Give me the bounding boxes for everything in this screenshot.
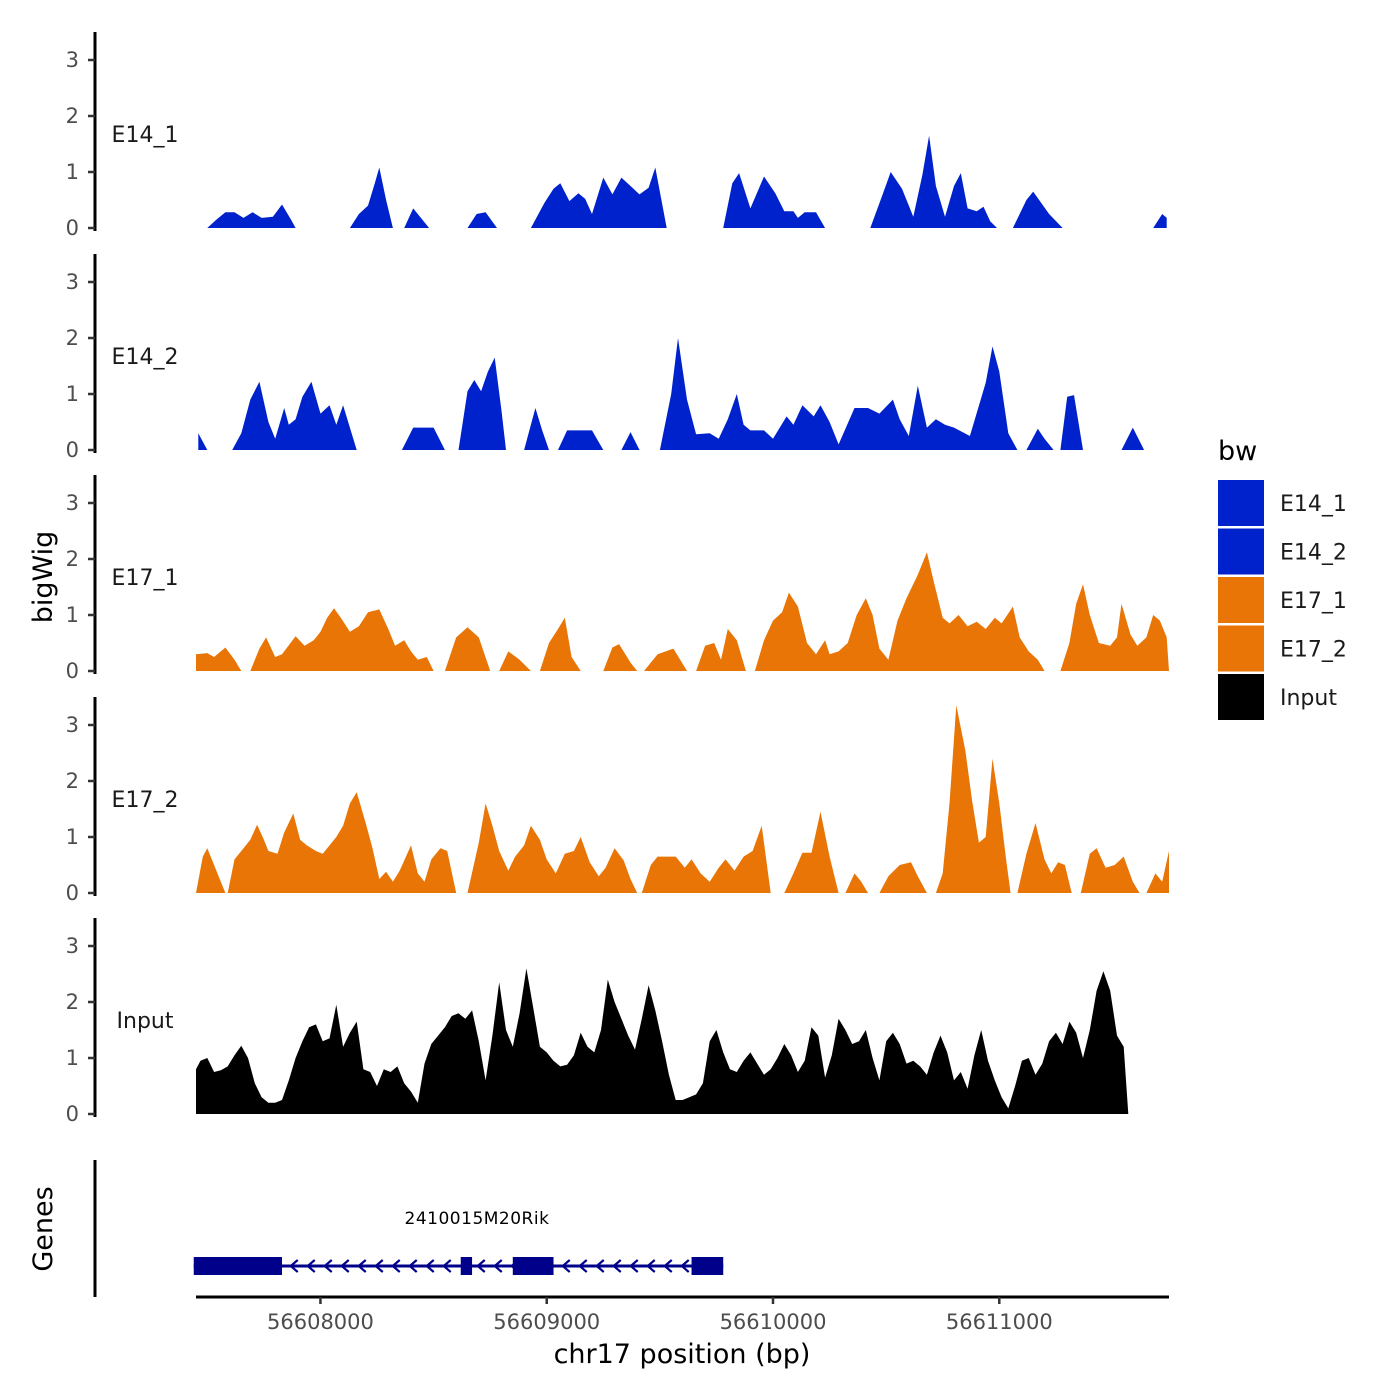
- strand-arrow: [595, 1259, 605, 1273]
- gene-exon: [193, 1257, 282, 1275]
- y-tick-label: 2: [66, 769, 79, 793]
- y-tick-label: 1: [66, 382, 79, 406]
- track-label: E14_1: [112, 123, 179, 148]
- strand-arrow: [374, 1259, 384, 1273]
- y-tick-label: 0: [66, 438, 79, 462]
- legend-label: E14_2: [1280, 541, 1347, 566]
- x-tick-label: 56611000: [946, 1310, 1053, 1334]
- strand-arrow: [425, 1259, 435, 1273]
- genes-panel: 2410015M20Rik: [93, 1160, 724, 1297]
- track-label: E14_2: [112, 345, 179, 370]
- legend-label: E17_2: [1280, 638, 1347, 663]
- x-axis: 56608000 56609000 56610000 56611000: [196, 1295, 1169, 1334]
- legend-key-e14-2: [1218, 528, 1264, 575]
- strand-arrow: [323, 1259, 333, 1273]
- y-tick-label: 1: [66, 1046, 79, 1070]
- y-tick-label: 1: [66, 160, 79, 184]
- track-panel-e17-1: 0 1 2 3 E17_1: [66, 475, 1169, 683]
- track-panel-e14-1: 0 1 2 3 E14_1: [66, 32, 1167, 240]
- legend-key-input: [1218, 674, 1264, 720]
- y-axis-title: bigWig: [28, 531, 59, 624]
- y-tick-label: 1: [66, 603, 79, 627]
- signal-area-e17-1: [196, 552, 1169, 671]
- strand-arrow: [663, 1259, 673, 1273]
- x-tick-label: 56610000: [720, 1310, 827, 1334]
- strand-arrow: [629, 1259, 639, 1273]
- track-panel-e14-2: 0 1 2 3 E14_2: [66, 254, 1145, 462]
- strand-arrow: [578, 1259, 588, 1273]
- signal-area-e14-1: [207, 135, 1167, 228]
- y-tick-label: 3: [66, 713, 79, 737]
- tracks-layer: 0 1 2 3 E14_1 0 1 2 3 E14_2 0 1 2 3 E17_1 0 1 2 3 E17_2 0 1 2 3…: [66, 32, 1169, 1126]
- strand-arrow: [340, 1259, 350, 1273]
- strand-arrow: [408, 1259, 418, 1273]
- strand-arrow: [357, 1259, 367, 1273]
- y-tick-label: 0: [66, 659, 79, 683]
- legend-key-e17-1: [1218, 577, 1264, 623]
- strand-arrow: [289, 1259, 299, 1273]
- gene-exon: [691, 1257, 724, 1275]
- legend-label: Input: [1280, 686, 1337, 711]
- strand-arrow: [646, 1259, 656, 1273]
- y-tick-label: 1: [66, 825, 79, 849]
- legend-key-e14-1: [1218, 480, 1264, 526]
- y-tick-label: 3: [66, 270, 79, 294]
- legend-title: bw: [1218, 436, 1257, 467]
- signal-area-e14-2: [198, 338, 1145, 450]
- track-label: Input: [117, 1009, 174, 1034]
- track-label: E17_1: [112, 566, 179, 591]
- strand-arrow: [680, 1259, 690, 1273]
- legend: bw E14_1 E14_2 E17_1 E17_2 Input: [1218, 436, 1347, 720]
- y-tick-label: 0: [66, 881, 79, 905]
- track-panel-e17-2: 0 1 2 3 E17_2: [66, 697, 1169, 905]
- signal-area-e17-2: [196, 705, 1169, 893]
- y-tick-label: 3: [66, 934, 79, 958]
- x-tick-label: 56609000: [493, 1310, 600, 1334]
- strand-arrow: [442, 1259, 452, 1273]
- strand-arrow: [561, 1259, 571, 1273]
- y-tick-label: 3: [66, 48, 79, 72]
- strand-arrow: [476, 1259, 486, 1273]
- track-label: E17_2: [112, 788, 179, 813]
- legend-label: E14_1: [1280, 492, 1347, 517]
- strand-arrow: [391, 1259, 401, 1273]
- gene-exon: [512, 1257, 554, 1275]
- legend-key-e17-2: [1218, 625, 1264, 672]
- strand-arrow: [612, 1259, 622, 1273]
- y-tick-label: 2: [66, 326, 79, 350]
- y-tick-label: 2: [66, 547, 79, 571]
- y-tick-label: 2: [66, 104, 79, 128]
- y-tick-label: 3: [66, 491, 79, 515]
- gene-label: 2410015M20Rik: [405, 1209, 550, 1229]
- y-tick-label: 0: [66, 216, 79, 240]
- y-tick-label: 0: [66, 1102, 79, 1126]
- legend-label: E17_1: [1280, 589, 1347, 614]
- strand-arrow: [493, 1259, 503, 1273]
- track-panel-input: 0 1 2 3 Input: [66, 918, 1129, 1126]
- x-tick-label: 56608000: [267, 1310, 374, 1334]
- x-axis-title: chr17 position (bp): [554, 1339, 811, 1370]
- gene-exon: [460, 1257, 473, 1275]
- signal-area-input: [196, 968, 1129, 1114]
- y-tick-label: 2: [66, 990, 79, 1014]
- strand-arrow: [306, 1259, 316, 1273]
- genes-panel-title: Genes: [28, 1186, 59, 1271]
